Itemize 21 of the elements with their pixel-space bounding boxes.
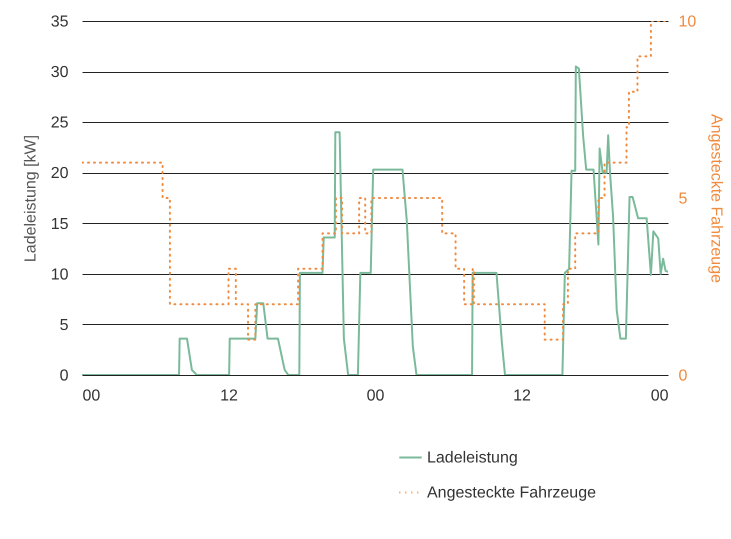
y-tick-label: 15 — [50, 216, 69, 233]
y-tick-label: 20 — [50, 165, 69, 182]
y-tick-label: 30 — [50, 64, 69, 82]
y-tick-label: 35 — [50, 14, 69, 30]
y-tick-label: 10 — [50, 266, 69, 284]
y2-axis-title: Angesteckte Fahrzeuge — [707, 114, 724, 284]
x-tick-label: 12 — [513, 388, 531, 404]
y-tick-label: 0 — [60, 368, 69, 384]
legend-label: Angesteckte Fahrzeuge — [427, 484, 596, 502]
line-series — [82, 66, 668, 375]
y-tick-label: 25 — [50, 114, 69, 132]
x-tick-label: 00 — [366, 388, 384, 404]
x-tick-label: 00 — [650, 388, 669, 404]
legend-label: Ladeleistung — [427, 450, 518, 466]
x-tick-label: 00 — [82, 388, 100, 404]
y2-tick-label: 5 — [678, 190, 688, 208]
x-tick-label: 12 — [220, 388, 238, 404]
y2-tick-label: 10 — [678, 14, 696, 30]
y2-tick-label: 0 — [678, 368, 688, 384]
y-axis-title: Ladeleistung [kW] — [22, 134, 40, 262]
y-tick-label: 5 — [60, 316, 69, 334]
